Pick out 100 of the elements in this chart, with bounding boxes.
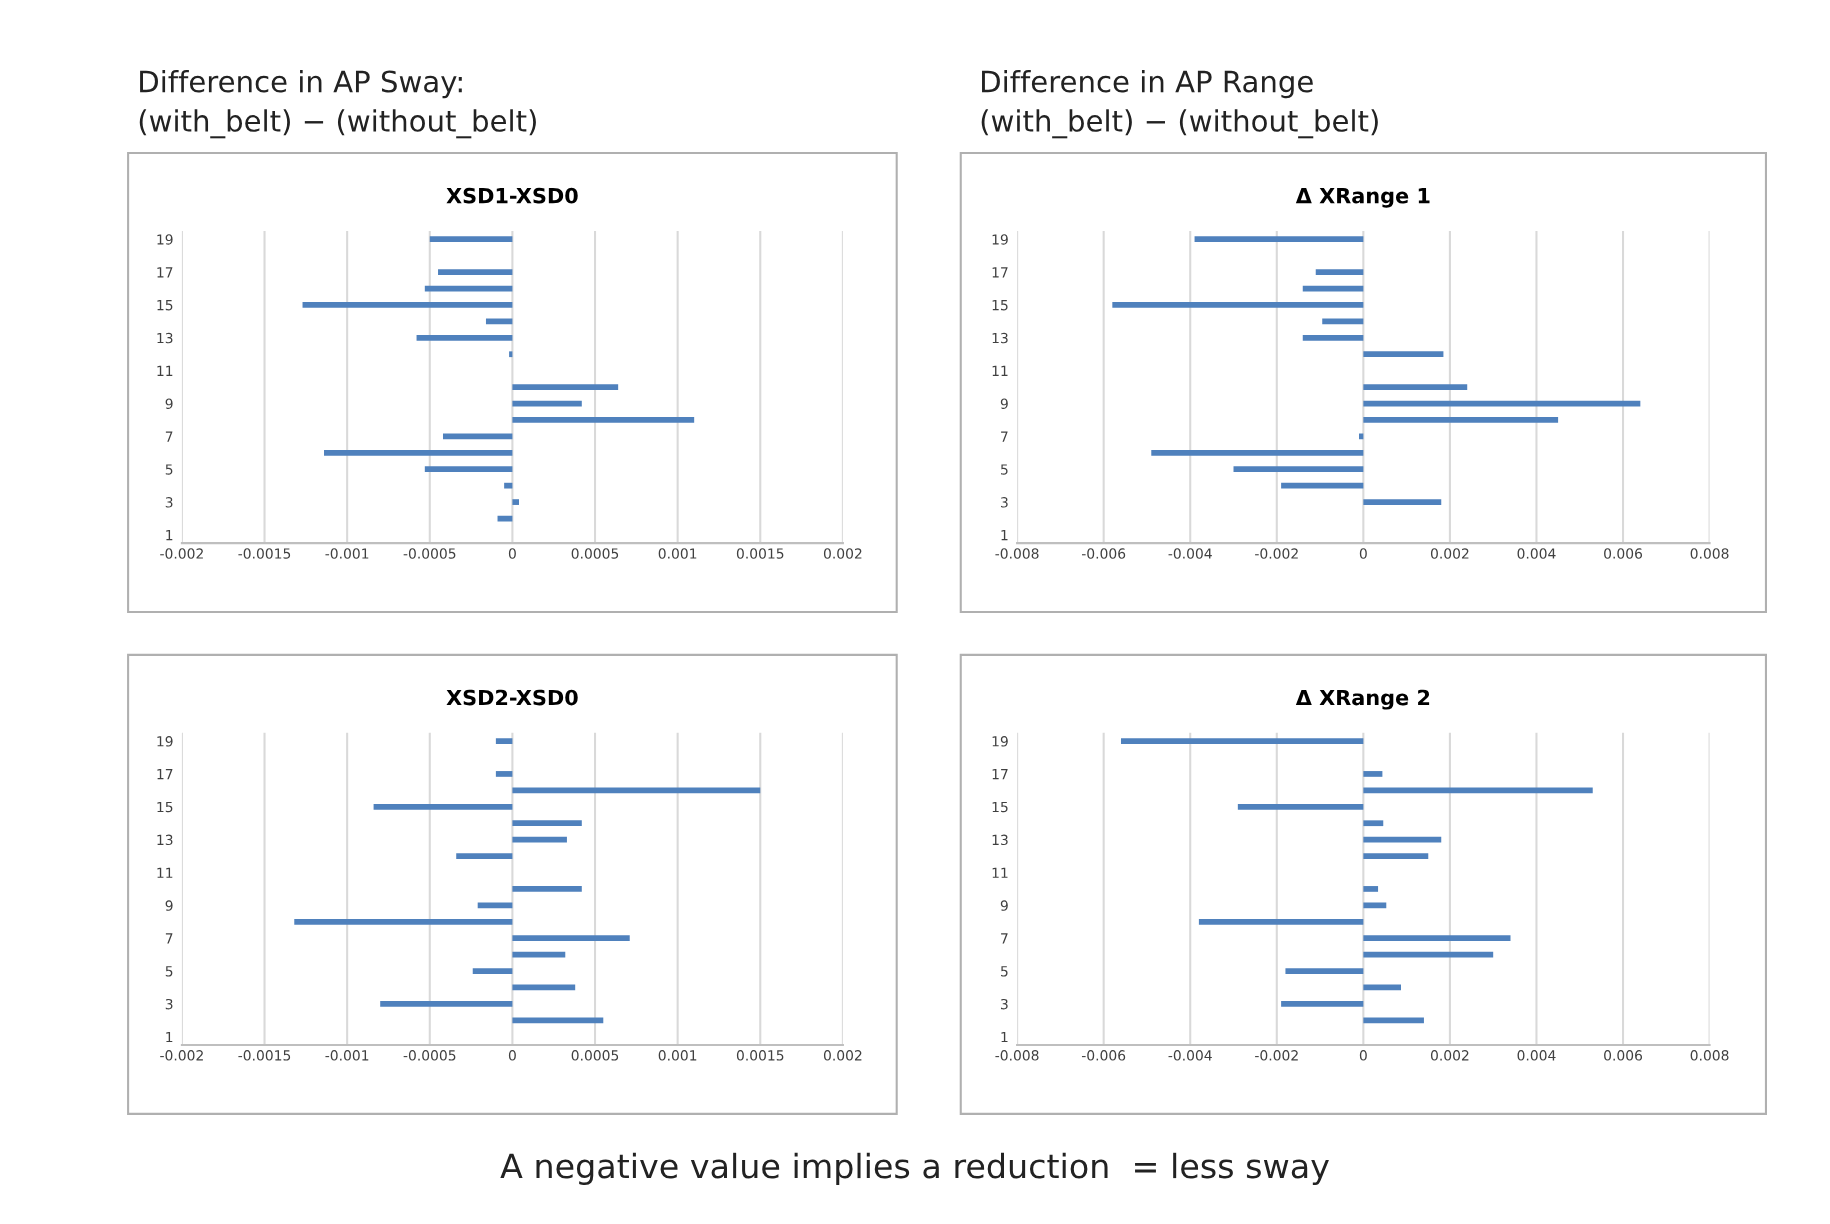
bar: [294, 918, 513, 925]
bar: [429, 236, 513, 243]
y-tick-label: 19: [157, 736, 173, 747]
bar: [1194, 236, 1364, 243]
text: Difference in AP Range (with_belt) − (without_belt): [981, 69, 1378, 139]
text: A negative value implies a reduction = less sway: [500, 1152, 1329, 1186]
y-tick-label: 1: [166, 1031, 173, 1043]
y-tick-label: 3: [1001, 998, 1008, 1010]
y-tick-label: 13: [157, 834, 173, 846]
x-tick-label: 0: [508, 1050, 516, 1061]
y-tick-label: 5: [165, 464, 173, 475]
x-tick-label: -0.0005: [403, 1050, 456, 1061]
x-tick-label: 0.0015: [736, 1050, 784, 1061]
bar: [509, 351, 513, 358]
y-tick-label: 11: [157, 867, 173, 878]
y-tick-label: 15: [992, 300, 1008, 311]
y-tick-label: 15: [992, 801, 1008, 813]
y-tick-label: 13: [992, 834, 1008, 846]
y-tick-label: 7: [165, 933, 173, 944]
bar: [380, 1001, 513, 1007]
bar: [1363, 499, 1442, 505]
bar: [1363, 886, 1379, 892]
bar: [512, 951, 566, 958]
y-tick-label: 13: [992, 332, 1008, 344]
y-tick-label: 9: [165, 398, 173, 409]
bar: [512, 1017, 604, 1024]
y-tick-label: 11: [157, 365, 173, 376]
x-tick-label: 0.002: [823, 548, 862, 559]
bar: [1302, 334, 1364, 341]
x-tick-label: 0.008: [1690, 548, 1729, 559]
bar: [512, 886, 582, 892]
y-tick-label: 9: [165, 900, 173, 911]
chart-title: XSD1-XSD0: [446, 187, 578, 204]
x-tick-label: -0.002: [1255, 1050, 1298, 1061]
x-tick-label: 0.002: [823, 1050, 862, 1061]
bar: [512, 935, 630, 942]
y-tick-label: 17: [157, 267, 173, 278]
y-tick-label: 3: [165, 998, 173, 1010]
x-tick-label: 0.0015: [736, 548, 784, 559]
x-tick-label: 0.004: [1517, 548, 1556, 559]
bar: [1363, 836, 1442, 843]
y-tick-label: 3: [165, 497, 173, 508]
x-tick-label: -0.008: [995, 1050, 1039, 1061]
x-tick-label: -0.0015: [238, 548, 291, 559]
y-tick-label: 17: [157, 769, 173, 780]
x-tick-label: 0.006: [1604, 548, 1643, 559]
bar: [1237, 803, 1364, 810]
bar: [1363, 820, 1384, 827]
bar: [1363, 417, 1559, 423]
bar: [373, 803, 513, 810]
bar: [324, 449, 513, 456]
x-tick-label: -0.0005: [403, 548, 456, 559]
x-tick-label: 0.002: [1430, 1050, 1469, 1061]
y-tick-label: 17: [992, 267, 1008, 278]
bar: [302, 302, 513, 308]
x-tick-label: 0.004: [1517, 1050, 1556, 1061]
y-tick-label: 9: [1000, 398, 1008, 409]
x-tick-label: -0.001: [325, 548, 369, 559]
bar: [1363, 787, 1593, 794]
bar: [1363, 951, 1494, 958]
bar: [1359, 433, 1364, 440]
x-tick-label: 0: [1359, 548, 1367, 559]
x-tick-label: 0.001: [658, 548, 697, 559]
y-tick-label: 15: [157, 801, 173, 813]
bar: [424, 466, 513, 473]
y-tick-label: 5: [1001, 464, 1008, 475]
chart-title: XSD2-XSD0: [446, 689, 578, 706]
x-tick-label: 0: [508, 548, 516, 559]
x-tick-label: 0: [1359, 1050, 1367, 1061]
x-tick-label: -0.006: [1081, 548, 1126, 559]
bar: [1281, 1001, 1364, 1007]
y-tick-label: 17: [992, 769, 1008, 780]
bar: [512, 836, 567, 843]
bar: [443, 433, 513, 440]
y-tick-label: 19: [992, 234, 1008, 245]
bar: [456, 853, 513, 859]
y-tick-label: 7: [1001, 933, 1008, 944]
y-tick-label: 7: [165, 431, 173, 442]
bar: [1281, 482, 1364, 489]
chart-title: Δ XRange 2: [1295, 689, 1430, 710]
y-tick-label: 11: [992, 365, 1008, 376]
bar: [416, 334, 513, 341]
bar: [477, 902, 513, 909]
bar: [1198, 918, 1364, 925]
bar: [1120, 738, 1364, 744]
bar: [1151, 449, 1364, 456]
bar: [1363, 1017, 1424, 1024]
x-tick-label: -0.004: [1168, 1050, 1212, 1061]
x-tick-label: 0.001: [658, 1050, 697, 1061]
x-tick-label: 0.0005: [571, 548, 619, 559]
y-tick-label: 1: [1001, 1031, 1008, 1043]
text: Difference in AP Sway: (with_belt) − (without_belt): [139, 69, 536, 139]
y-tick-label: 1: [166, 530, 173, 541]
bar: [1363, 771, 1383, 777]
x-tick-label: 0.0005: [571, 1050, 619, 1061]
y-tick-label: 19: [157, 234, 173, 245]
bar: [1285, 968, 1364, 974]
bar: [512, 787, 761, 794]
bar: [1363, 384, 1468, 390]
bar: [1233, 466, 1364, 473]
